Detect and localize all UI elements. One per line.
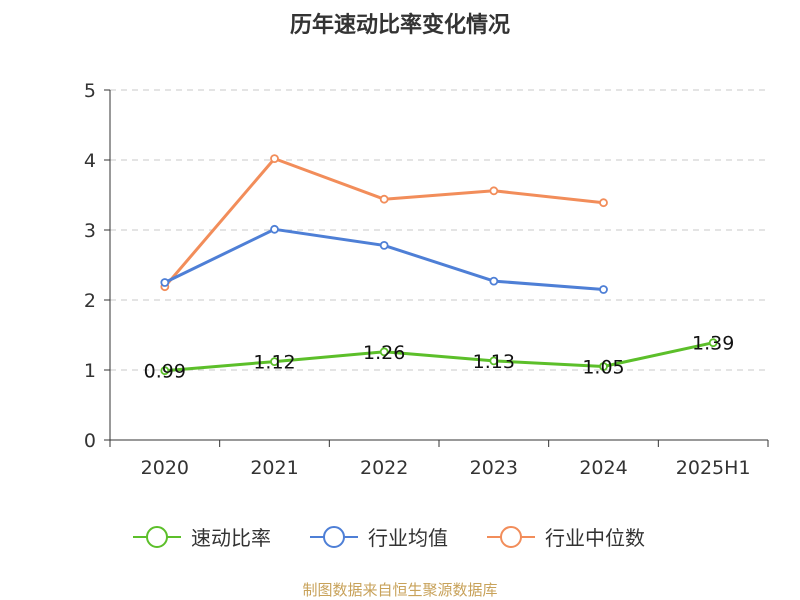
legend-marker — [146, 526, 168, 548]
y-tick-label: 3 — [84, 220, 96, 242]
data-point[interactable] — [270, 357, 279, 367]
data-label: 0.99 — [144, 361, 186, 383]
x-tick-label: 2020 — [141, 457, 189, 479]
source-note: 制图数据来自恒生聚源数据库 — [302, 581, 497, 599]
data-point[interactable] — [489, 356, 499, 366]
series-layer — [160, 154, 718, 376]
data-label: 1.13 — [473, 351, 515, 373]
data-point[interactable] — [599, 285, 608, 294]
y-tick-label: 4 — [84, 150, 96, 172]
data-point[interactable] — [599, 362, 608, 371]
x-tick-label: 2023 — [470, 457, 518, 479]
legend-label: 行业均值 — [368, 526, 448, 550]
chart-title: 历年速动比率变化情况 — [290, 12, 510, 38]
data-point[interactable] — [270, 224, 279, 234]
y-tick-label: 5 — [84, 80, 96, 102]
data-point[interactable] — [599, 198, 608, 208]
y-tick-label: 0 — [84, 430, 96, 452]
data-point[interactable] — [160, 366, 170, 376]
y-tick-label: 2 — [84, 290, 96, 312]
x-tick-label: 2024 — [579, 457, 627, 479]
legend-label: 速动比率 — [191, 526, 271, 550]
axes: 0 1 2 3 4 5 2020 2021 2022 2023 2024 2025H1 — [84, 80, 769, 479]
data-label: 1.26 — [363, 342, 405, 364]
series-line — [164, 341, 714, 373]
data-labels: 0.99 1.12 1.26 1.13 1.05 1.39 — [144, 333, 735, 383]
data-point[interactable] — [270, 154, 279, 164]
x-tick-label: 2022 — [360, 457, 408, 479]
legend-marker — [500, 526, 522, 548]
data-point[interactable] — [160, 278, 170, 287]
grid — [110, 89, 768, 371]
legend-item[interactable]: 速动比率 — [133, 526, 271, 550]
data-point[interactable] — [489, 186, 499, 196]
series-line — [164, 227, 604, 291]
x-tick-label: 2025H1 — [676, 457, 751, 479]
y-tick-label: 1 — [84, 360, 96, 382]
data-label: 1.39 — [692, 333, 734, 355]
legend[interactable]: 速动比率 行业均值 行业中位数 — [133, 526, 645, 550]
data-point[interactable] — [379, 240, 389, 250]
legend-label: 行业中位数 — [545, 526, 645, 550]
legend-item[interactable]: 行业中位数 — [487, 526, 645, 550]
legend-marker — [323, 526, 345, 548]
x-tick-label: 2021 — [250, 457, 298, 479]
data-point[interactable] — [379, 347, 389, 357]
data-label: 1.05 — [582, 357, 624, 379]
data-point[interactable] — [708, 338, 718, 348]
data-label: 1.12 — [253, 352, 295, 374]
data-point[interactable] — [379, 194, 389, 204]
series-line — [163, 157, 604, 288]
legend-item[interactable]: 行业均值 — [310, 526, 448, 550]
data-point[interactable] — [489, 276, 499, 286]
